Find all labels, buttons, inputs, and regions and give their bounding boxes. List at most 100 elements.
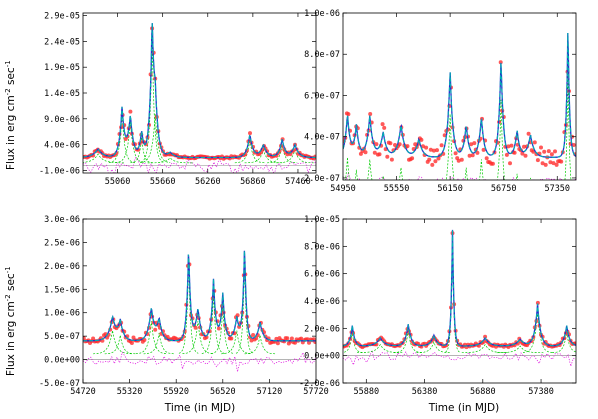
component-10 bbox=[516, 173, 519, 180]
panels-group: -1.0e-06 4.0e-06 9.0e-06 1.4e-05 1.9e-05 2.4e… bbox=[39, 9, 577, 397]
data-point bbox=[216, 326, 221, 331]
ytick-label: 1.0e-06 bbox=[304, 9, 340, 19]
data-point bbox=[128, 109, 133, 114]
component-2 bbox=[393, 330, 423, 353]
component-6 bbox=[496, 345, 544, 354]
data-point bbox=[289, 336, 294, 341]
ytick-label: 0.0e+00 bbox=[44, 356, 80, 366]
series-model-fit bbox=[343, 32, 576, 158]
data-point bbox=[539, 145, 543, 150]
xtick-label: 55060 bbox=[105, 177, 131, 187]
data-point bbox=[275, 341, 280, 346]
panel-bottom-left: -5.0e-07 0.0e+00 5.0e-07 1.0e-06 1.5e-06 2.0e… bbox=[39, 215, 329, 397]
component-6 bbox=[147, 157, 193, 164]
data-point bbox=[504, 152, 509, 157]
data-point bbox=[559, 159, 564, 164]
data-point bbox=[410, 156, 415, 161]
series-model-dash bbox=[83, 250, 316, 342]
data-point bbox=[249, 338, 254, 343]
ylabel-top: Flux in erg cm-2 sec-1 bbox=[4, 60, 17, 170]
ytick-label: 2.9e-05 bbox=[44, 12, 80, 22]
xtick-label: 57460 bbox=[285, 177, 311, 187]
ytick-label: -2.0e-06 bbox=[299, 379, 340, 389]
data-point bbox=[229, 336, 234, 341]
data-point bbox=[472, 141, 477, 146]
data-point bbox=[293, 340, 297, 345]
data-point bbox=[484, 156, 489, 161]
data-point bbox=[382, 125, 387, 130]
data-point bbox=[551, 161, 556, 166]
component-3 bbox=[143, 332, 175, 355]
data-point bbox=[153, 327, 158, 332]
component-1 bbox=[104, 335, 136, 355]
data-point bbox=[433, 159, 438, 164]
data-point bbox=[512, 150, 517, 155]
series-model-dash bbox=[343, 229, 576, 347]
axes-frame bbox=[82, 12, 317, 174]
ytick-label: 4.0e-06 bbox=[304, 297, 340, 307]
xtick-label: 55880 bbox=[354, 387, 380, 397]
data-point bbox=[285, 336, 290, 341]
ytick-label: 2.0e-06 bbox=[304, 324, 340, 334]
data-point bbox=[571, 143, 576, 147]
ytick-label: 0.0e+00 bbox=[304, 352, 340, 362]
series-residuals bbox=[343, 172, 576, 180]
component-3 bbox=[130, 137, 153, 164]
ytick-label: 2.0e-07 bbox=[304, 174, 340, 184]
data-point bbox=[368, 112, 373, 116]
ytick-label: -1.0e-06 bbox=[39, 166, 80, 176]
data-point bbox=[470, 153, 475, 158]
data-point bbox=[548, 160, 553, 165]
ytick-label: 2.4e-05 bbox=[44, 37, 80, 47]
data-point bbox=[388, 141, 393, 146]
component-8 bbox=[479, 159, 484, 180]
data-point bbox=[363, 150, 368, 155]
xlabel-left: Time (in MJD) bbox=[164, 402, 235, 414]
component-7 bbox=[464, 167, 468, 180]
data-point bbox=[553, 149, 557, 154]
plot-area bbox=[83, 23, 316, 173]
axes-frame bbox=[342, 218, 577, 384]
ytick-label: 2.5e-06 bbox=[44, 238, 80, 248]
data-point bbox=[542, 149, 547, 154]
data-point bbox=[380, 122, 385, 127]
panel-top-left: -1.0e-06 4.0e-06 9.0e-06 1.4e-05 1.9e-05 2.4e… bbox=[39, 12, 317, 187]
data-point bbox=[83, 336, 86, 341]
ytick-label: 8.0e-07 bbox=[304, 50, 340, 60]
data-point bbox=[372, 150, 377, 155]
ytick-label: 6.0e-06 bbox=[304, 270, 340, 280]
series-residuals bbox=[83, 351, 316, 372]
data-point bbox=[475, 150, 480, 155]
xtick-label: 56150 bbox=[437, 184, 463, 194]
data-point bbox=[377, 152, 382, 157]
xtick-label: 55660 bbox=[150, 177, 176, 187]
data-point bbox=[509, 143, 514, 148]
xtick-label: 57350 bbox=[544, 184, 570, 194]
series-model-fit bbox=[83, 23, 316, 159]
data-point bbox=[522, 144, 526, 149]
ytick-label: 6.0e-07 bbox=[304, 91, 340, 101]
data-point bbox=[481, 147, 486, 152]
component-5 bbox=[140, 113, 171, 163]
component-9 bbox=[267, 144, 298, 164]
ytick-label: 1.9e-05 bbox=[44, 63, 80, 73]
series-residuals bbox=[343, 349, 576, 368]
xtick-label: 56750 bbox=[491, 184, 517, 194]
xtick-label: 57120 bbox=[257, 387, 283, 397]
plot-area bbox=[83, 250, 316, 372]
data-point bbox=[346, 112, 351, 117]
plot-area bbox=[343, 32, 576, 180]
axes-frame bbox=[342, 12, 577, 181]
xtick-label: 56380 bbox=[412, 387, 438, 397]
component-11 bbox=[529, 177, 532, 180]
data-point bbox=[453, 151, 458, 156]
data-point bbox=[498, 60, 503, 65]
ytick-label: 1.5e-06 bbox=[44, 285, 80, 295]
data-point bbox=[520, 151, 525, 156]
ytick-label: 3.0e-06 bbox=[44, 215, 80, 225]
data-point bbox=[543, 162, 548, 167]
component-8 bbox=[552, 332, 576, 354]
data-point bbox=[430, 162, 435, 167]
data-point bbox=[469, 142, 474, 147]
data-point bbox=[431, 148, 436, 153]
